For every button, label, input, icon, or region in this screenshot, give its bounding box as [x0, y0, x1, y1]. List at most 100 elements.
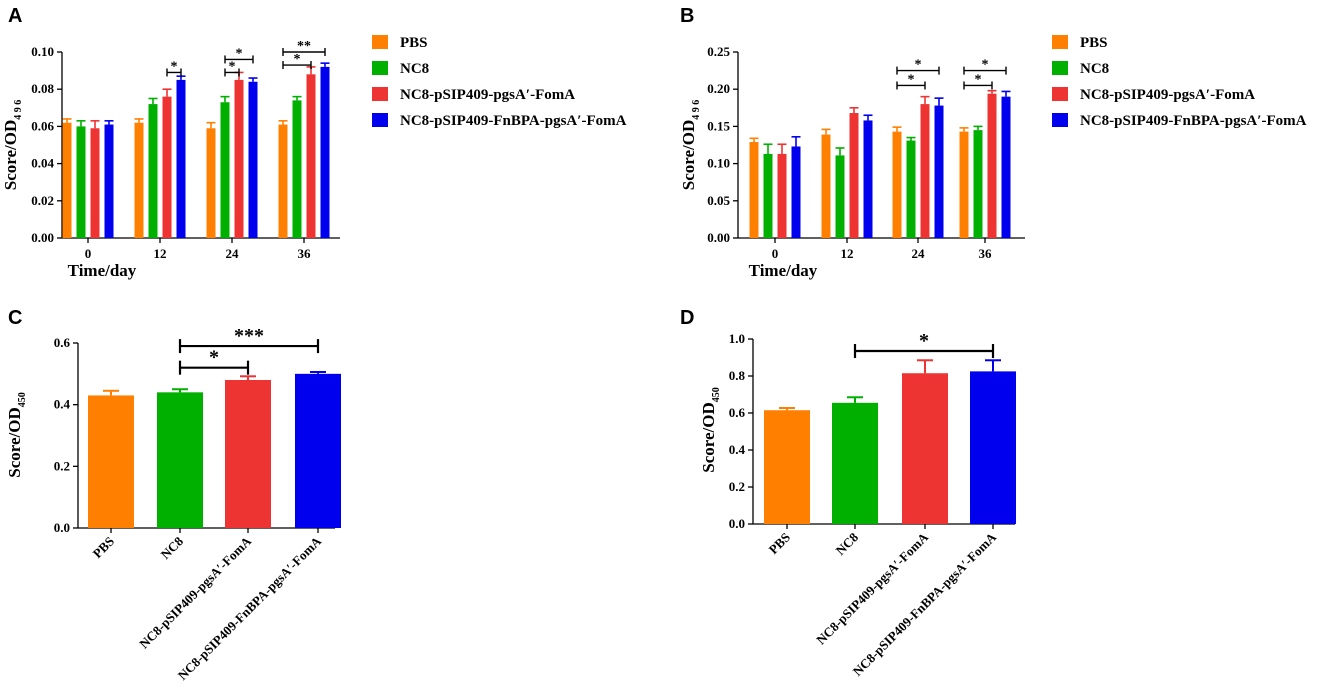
significance-label: *	[236, 46, 243, 61]
y-tick-label: 0.20	[707, 81, 730, 96]
y-tick-label: 0.2	[54, 458, 70, 473]
bar	[278, 124, 288, 238]
panel-label: A	[8, 5, 22, 27]
x-tick-label: NC8-pSIP409-pgsA′-FomA	[136, 533, 254, 651]
x-tick-label: PBS	[766, 530, 793, 557]
bar	[292, 100, 302, 238]
bar	[892, 131, 902, 238]
significance-label: ***	[234, 325, 264, 347]
bar	[934, 105, 944, 239]
x-tick-label: 36	[979, 246, 993, 261]
y-tick-label: 0.10	[31, 44, 54, 59]
y-tick-label: 0.6	[729, 405, 746, 420]
y-tick-label: 0.15	[707, 118, 730, 133]
legend-swatch	[372, 35, 388, 49]
legend-swatch	[372, 113, 388, 127]
y-tick-label: 0.25	[707, 44, 730, 59]
bar	[749, 142, 759, 238]
x-tick-label: 0	[85, 246, 92, 261]
bar	[849, 113, 859, 238]
bar	[863, 120, 873, 238]
x-tick-label: NC8-pSIP409-pgsA′-FomA	[813, 529, 931, 647]
bar	[148, 104, 158, 238]
significance-label: *	[975, 72, 982, 87]
y-tick-label: 0.0	[729, 516, 745, 531]
legend-label: NC8-pSIP409-FnBPA-pgsA′-FomA	[1080, 113, 1307, 129]
x-tick-label: NC8	[833, 529, 862, 558]
x-tick-label: 24	[912, 246, 926, 261]
bar	[206, 128, 216, 238]
bar	[306, 74, 316, 238]
significance-label: *	[919, 330, 929, 352]
y-tick-label: 0.4	[54, 397, 71, 412]
bar	[821, 134, 831, 238]
significance-label: *	[982, 58, 989, 73]
x-tick-label: 0	[772, 246, 779, 261]
legend-label: NC8	[400, 61, 429, 77]
legend-label: NC8-pSIP409-pgsA′-FomA	[400, 87, 575, 103]
legend-swatch	[1052, 113, 1068, 127]
legend-swatch	[372, 61, 388, 75]
bar	[234, 79, 244, 239]
panel-label: D	[680, 307, 694, 329]
y-tick-label: 0.0	[54, 520, 70, 535]
y-axis-title: Score/OD4 9 6	[679, 100, 702, 191]
bar	[763, 153, 773, 238]
y-tick-label: 0.8	[729, 368, 746, 383]
y-tick-label: 1.0	[729, 331, 745, 346]
x-tick-label: NC8	[158, 533, 187, 562]
bar	[320, 66, 330, 238]
bar	[1001, 96, 1011, 238]
legend-label: NC8	[1080, 61, 1109, 77]
panel-b: B 0.00 0.05 0.10 0.15 0.20 0.25 Score/OD4 9 6 0 1…	[679, 5, 1307, 280]
bar	[104, 124, 114, 238]
x-tick-label: 12	[841, 246, 854, 261]
legend-swatch	[1052, 61, 1068, 75]
legend-label: PBS	[1080, 35, 1108, 51]
bar	[225, 380, 271, 528]
legend-label: NC8-pSIP409-pgsA′-FomA	[1080, 87, 1255, 103]
legend-label: PBS	[400, 35, 428, 51]
bar	[76, 126, 86, 238]
bar	[791, 146, 801, 238]
bar	[134, 122, 144, 238]
panel-d: D 0.0 0.2 0.4 0.6 0.8 1.0 Score/OD450 PBS NC8NC8-…	[680, 307, 1016, 679]
bar	[62, 122, 72, 238]
bar	[902, 373, 948, 524]
x-tick-label: 12	[154, 246, 167, 261]
y-tick-label: 0.08	[31, 81, 54, 96]
bar	[920, 104, 930, 238]
bar	[987, 93, 997, 238]
y-axis-title: Score/OD4 9 6	[1, 100, 24, 191]
significance-label: *	[209, 347, 219, 369]
bar	[295, 373, 341, 528]
bar	[959, 131, 969, 238]
y-tick-label: 0.6	[54, 335, 71, 350]
x-tick-label: PBS	[90, 534, 117, 561]
legend-swatch	[372, 87, 388, 101]
panel-a: A 0.00 0.02 0.04 0.06 0.08 0.10 Score/OD4 9 6 0 1…	[1, 5, 627, 280]
bar	[90, 128, 100, 238]
bar	[973, 130, 983, 238]
y-axis-title: Score/OD450	[5, 392, 28, 478]
bar	[970, 371, 1016, 524]
y-tick-label: 0.00	[31, 230, 54, 245]
x-axis-title: Time/day	[749, 261, 818, 280]
bar	[176, 79, 186, 239]
x-axis-title: Time/day	[68, 261, 137, 280]
legend-swatch	[1052, 35, 1068, 49]
bar	[906, 140, 916, 238]
bar	[764, 410, 810, 524]
significance-label: *	[171, 59, 178, 74]
legend-swatch	[1052, 87, 1068, 101]
bar	[777, 153, 787, 238]
legend-label: NC8-pSIP409-FnBPA-pgsA′-FomA	[400, 113, 627, 129]
bar	[162, 96, 172, 238]
x-tick-label: 24	[226, 246, 240, 261]
panel-label: B	[680, 5, 694, 27]
bar	[835, 155, 845, 238]
y-tick-label: 0.02	[31, 193, 54, 208]
y-tick-label: 0.05	[707, 193, 730, 208]
significance-label: *	[294, 52, 301, 67]
